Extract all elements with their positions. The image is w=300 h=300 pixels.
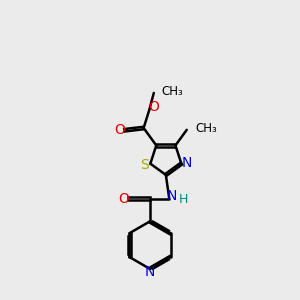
Text: N: N: [145, 265, 155, 279]
Text: O: O: [118, 192, 129, 206]
Text: N: N: [181, 155, 191, 170]
Text: N: N: [167, 189, 177, 203]
Text: CH₃: CH₃: [195, 122, 217, 135]
Text: O: O: [148, 100, 159, 114]
Text: H: H: [178, 193, 188, 206]
Text: S: S: [140, 158, 149, 172]
Text: O: O: [114, 123, 125, 137]
Text: CH₃: CH₃: [162, 85, 184, 98]
